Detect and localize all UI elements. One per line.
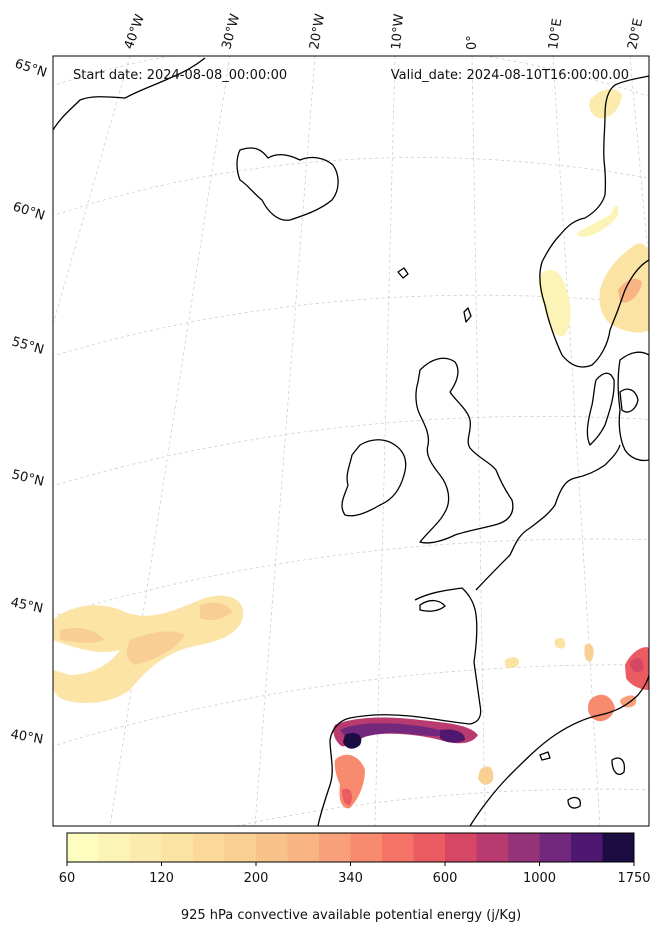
colorbar-segment [193, 833, 225, 862]
colorbar-segment [98, 833, 131, 862]
lon-label: 0° [465, 35, 480, 50]
start-date-label: Start date: 2024-08-08_00:00:00 [73, 68, 287, 83]
colorbar-tick-label: 600 [433, 871, 458, 886]
colorbar [67, 833, 635, 862]
lat-label: 55°N [10, 334, 46, 357]
latitude-labels: 65°N 60°N 55°N 50°N 45°N 40°N [9, 57, 48, 748]
lat-label: 65°N [13, 57, 49, 81]
colorbar-tick-label: 1000 [523, 871, 556, 886]
colorbar-segment [413, 833, 446, 862]
colorbar-tick-label: 1750 [617, 871, 650, 886]
colorbar-segment [508, 833, 540, 862]
colorbar-tick-label: 60 [59, 871, 76, 886]
colorbar-tick-label: 200 [244, 871, 269, 886]
colorbar-ticks: 60 120 200 340 600 1000 1750 [59, 862, 651, 886]
map-area [53, 56, 649, 826]
colorbar-segment [161, 833, 194, 862]
valid-date-label: Valid_date: 2024-08-10T16:00:00.00 [391, 68, 629, 83]
lon-label: 30°W [219, 12, 243, 51]
colorbar-segment [256, 833, 288, 862]
colorbar-tick-label: 340 [338, 871, 363, 886]
colorbar-segment [319, 833, 351, 862]
lon-label: 20°W [307, 13, 328, 51]
lon-label: 40°W [122, 12, 148, 51]
colorbar-segment [571, 833, 603, 862]
colorbar-segment [350, 833, 383, 862]
colorbar-segment [476, 833, 509, 862]
colorbar-segment [67, 833, 99, 862]
lon-label: 10°E [546, 18, 565, 51]
colorbar-label: 925 hPa convective available potential e… [181, 908, 521, 923]
coastlines [53, 57, 649, 826]
lon-label: 20°E [625, 17, 646, 51]
lat-label: 60°N [11, 200, 47, 224]
colorbar-segment [224, 833, 257, 862]
colorbar-segment [287, 833, 320, 862]
colorbar-segment [602, 833, 635, 862]
map-frame [52, 55, 650, 827]
lon-label: 10°W [389, 13, 407, 50]
lat-label: 50°N [10, 467, 45, 489]
lat-label: 45°N [9, 595, 44, 616]
colorbar-segment [539, 833, 572, 862]
cape-field [53, 88, 649, 809]
colorbar-tick-label: 120 [149, 871, 174, 886]
colorbar-segment [130, 833, 162, 862]
colorbar-segment [445, 833, 477, 862]
longitude-labels: 40°W 30°W 20°W 10°W 0° 10°E 20°E [122, 12, 647, 51]
colorbar-segment [382, 833, 414, 862]
lat-label: 40°N [9, 727, 44, 747]
